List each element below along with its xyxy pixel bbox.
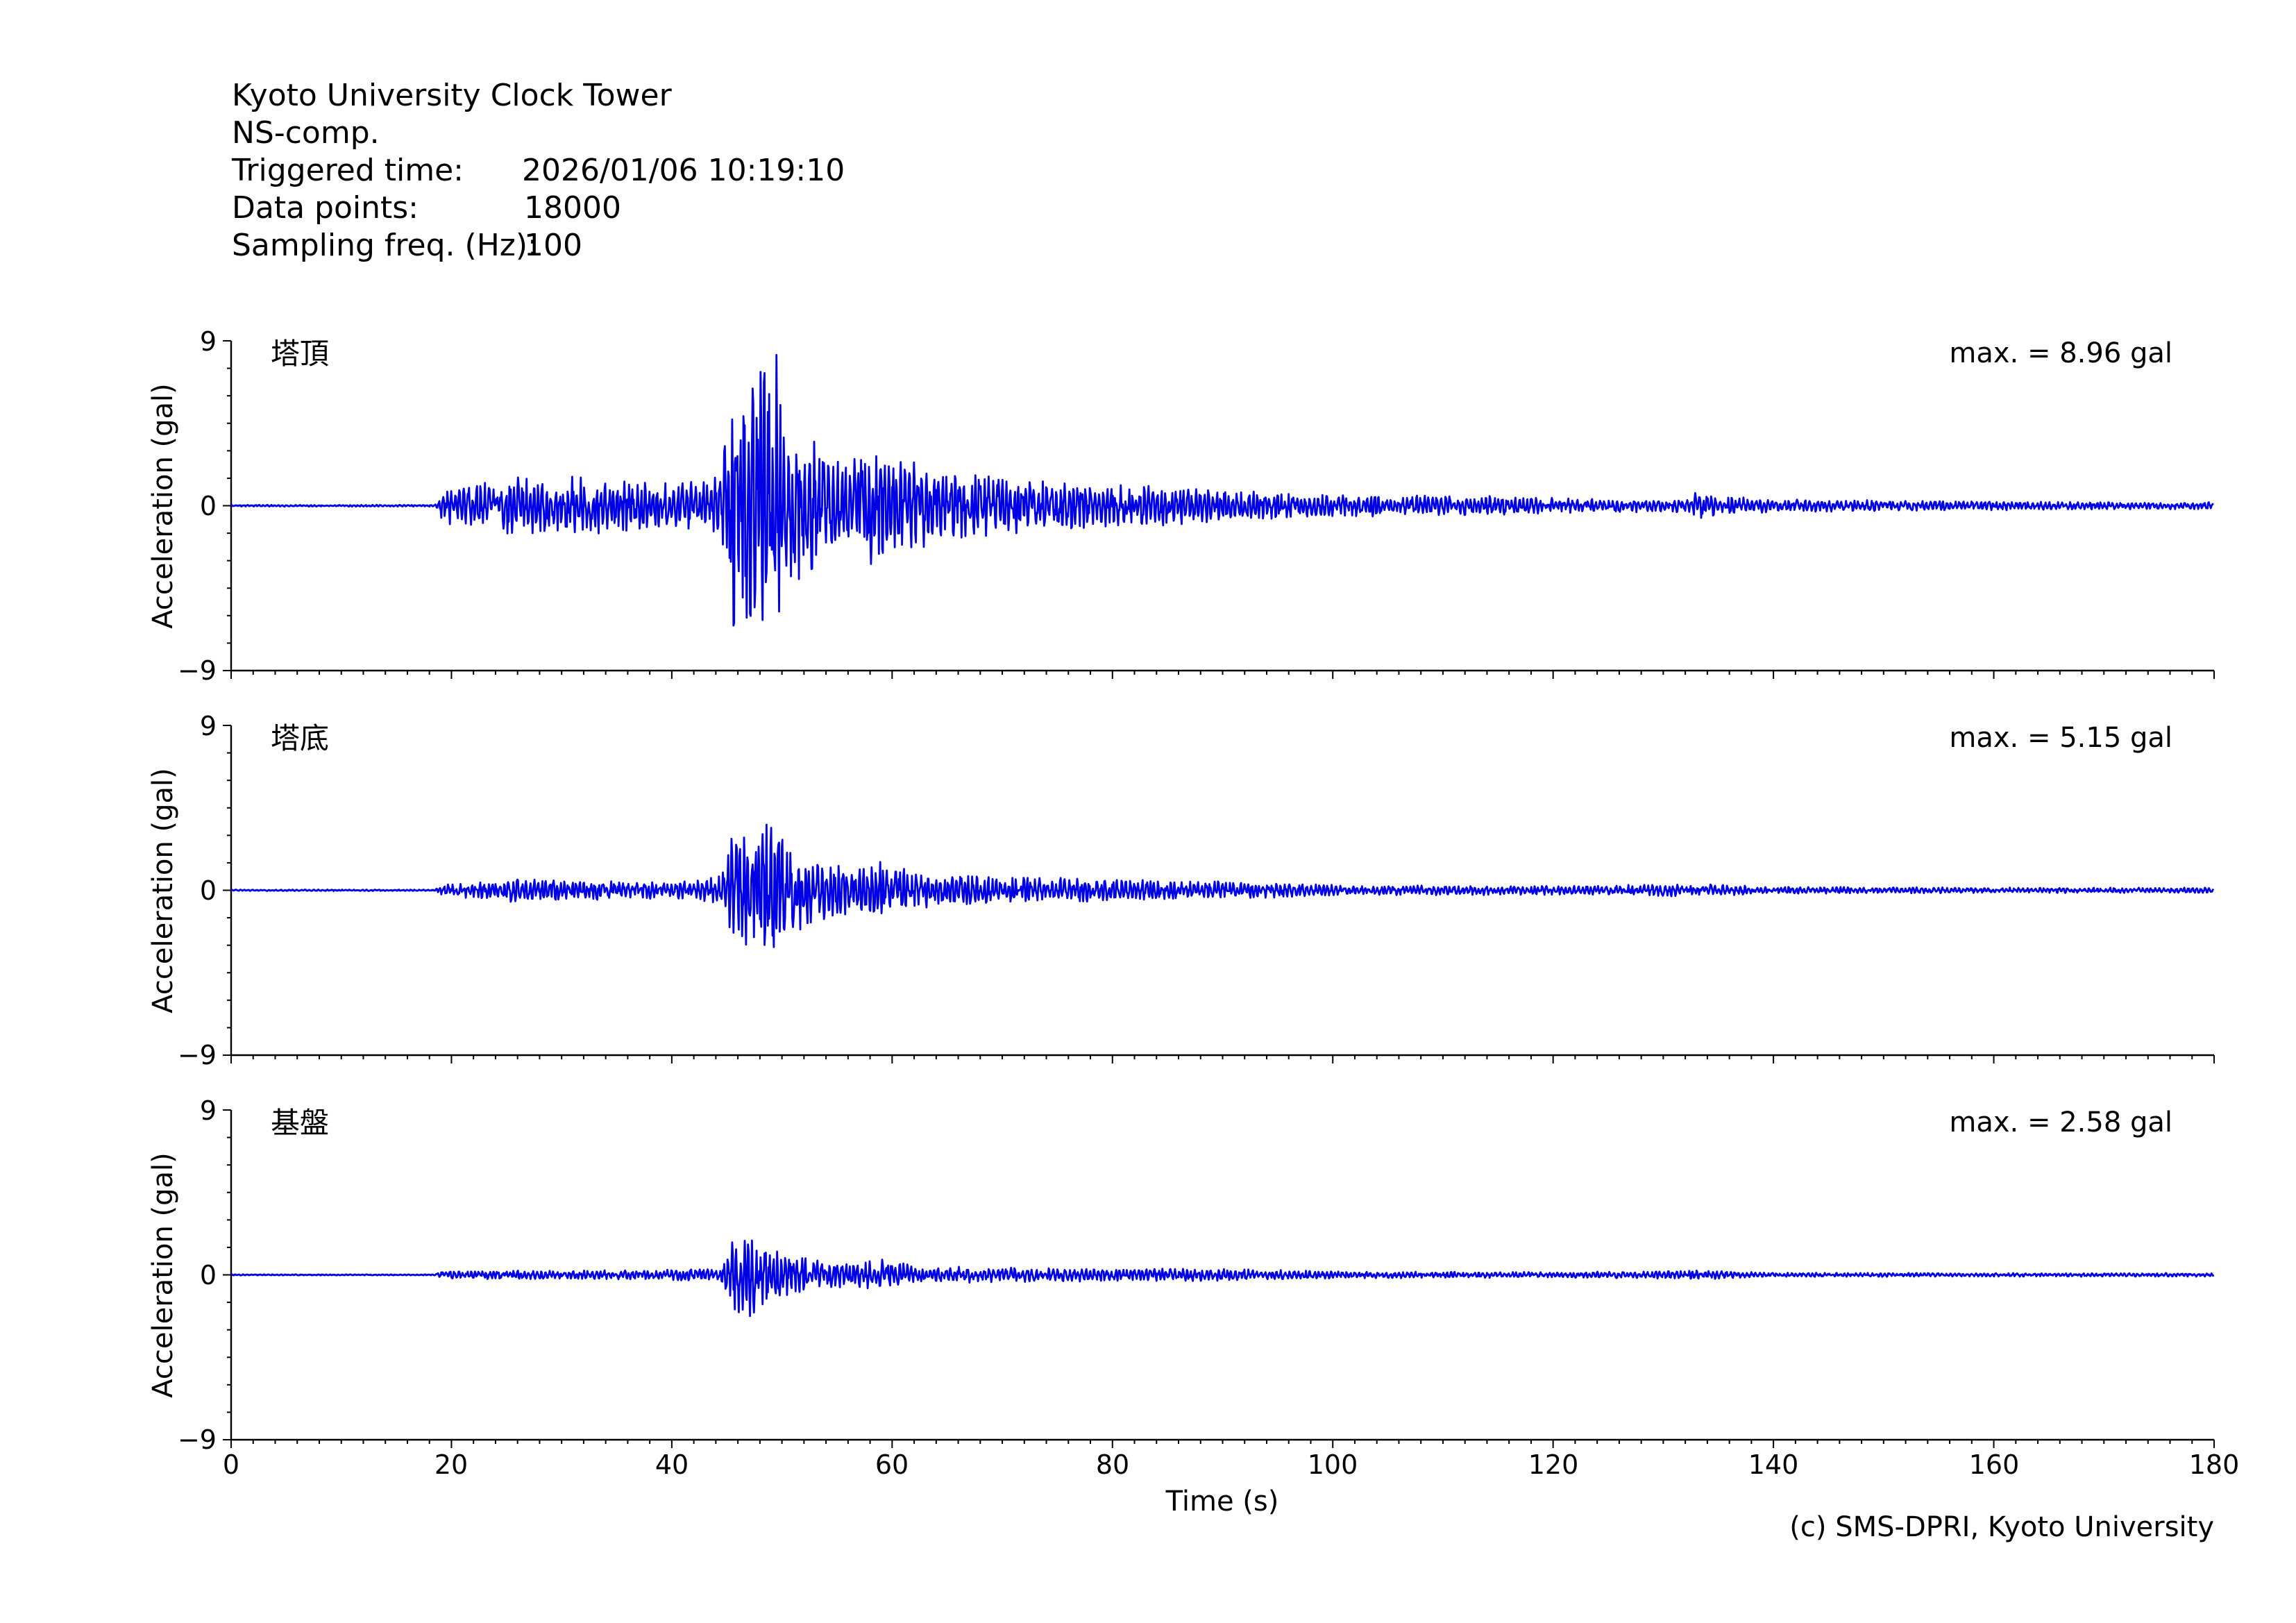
- y-axis-label: Acceleration (gal): [147, 1152, 179, 1398]
- panel-tower-top: 塔頂 max. = 8.96 gal Acceleration (gal) 9 …: [147, 326, 2215, 686]
- max-annotation: max. = 8.96 gal: [1949, 337, 2172, 369]
- triggered-time-value: 2026/01/06 10:19:10: [522, 153, 845, 188]
- x-tick-labels: 0 20 40 60 80 100 120 140 160 180: [223, 1449, 2239, 1480]
- panel-tower-base: 塔底 max. = 5.15 gal Acceleration (gal) 9 …: [147, 711, 2215, 1070]
- x-tick-label: 180: [2189, 1449, 2240, 1480]
- axes: [223, 340, 2215, 679]
- y-tick-label-top: 9: [200, 326, 217, 357]
- panel-bedrock: 基盤 max. = 2.58 gal Acceleration (gal) 9 …: [147, 1095, 2239, 1517]
- x-tick-label: 60: [875, 1449, 909, 1480]
- data-points-label: Data points:: [232, 190, 419, 226]
- x-tick-label: 80: [1096, 1449, 1129, 1480]
- x-tick-label: 0: [223, 1449, 239, 1480]
- x-axis-label: Time (s): [1165, 1486, 1279, 1517]
- x-tick-label: 100: [1308, 1449, 1358, 1480]
- y-tick-label-zero: 0: [200, 875, 217, 906]
- x-tick-label: 120: [1528, 1449, 1579, 1480]
- y-axis-label: Acceleration (gal): [147, 768, 179, 1014]
- waveform-trace: [230, 1239, 2215, 1318]
- waveform-trace: [230, 353, 2214, 627]
- axes: [223, 1109, 2215, 1448]
- sampling-freq-label: Sampling freq. (Hz):: [232, 228, 538, 263]
- panel-title: 塔頂: [271, 337, 329, 371]
- y-tick-label-bottom: −9: [178, 1040, 217, 1070]
- y-tick-label-top: 9: [200, 711, 217, 741]
- max-annotation: max. = 2.58 gal: [1949, 1107, 2172, 1138]
- y-tick-label-bottom: −9: [178, 655, 217, 686]
- x-tick-label: 20: [434, 1449, 468, 1480]
- panel-title: 基盤: [271, 1106, 329, 1140]
- panel-title: 塔底: [271, 721, 329, 755]
- data-points-value: 18000: [524, 190, 621, 226]
- site-name: Kyoto University Clock Tower: [232, 78, 673, 113]
- component-label: NS-comp.: [232, 115, 380, 151]
- y-tick-label-top: 9: [200, 1095, 217, 1126]
- header-info: Kyoto University Clock Tower NS-comp. Tr…: [231, 78, 845, 263]
- max-annotation: max. = 5.15 gal: [1949, 722, 2172, 754]
- x-tick-label: 140: [1748, 1449, 1799, 1480]
- copyright-credit: (c) SMS-DPRI, Kyoto University: [1789, 1511, 2214, 1543]
- y-axis-label: Acceleration (gal): [147, 383, 179, 629]
- sampling-freq-value: 100: [524, 228, 582, 263]
- y-tick-label-bottom: −9: [178, 1424, 217, 1455]
- y-tick-label-zero: 0: [200, 491, 217, 521]
- x-tick-label: 160: [1969, 1449, 2020, 1480]
- triggered-time-label: Triggered time:: [231, 153, 464, 188]
- waveform-trace: [230, 823, 2215, 948]
- x-tick-label: 40: [655, 1449, 689, 1480]
- axes: [223, 725, 2215, 1063]
- y-tick-label-zero: 0: [200, 1260, 217, 1290]
